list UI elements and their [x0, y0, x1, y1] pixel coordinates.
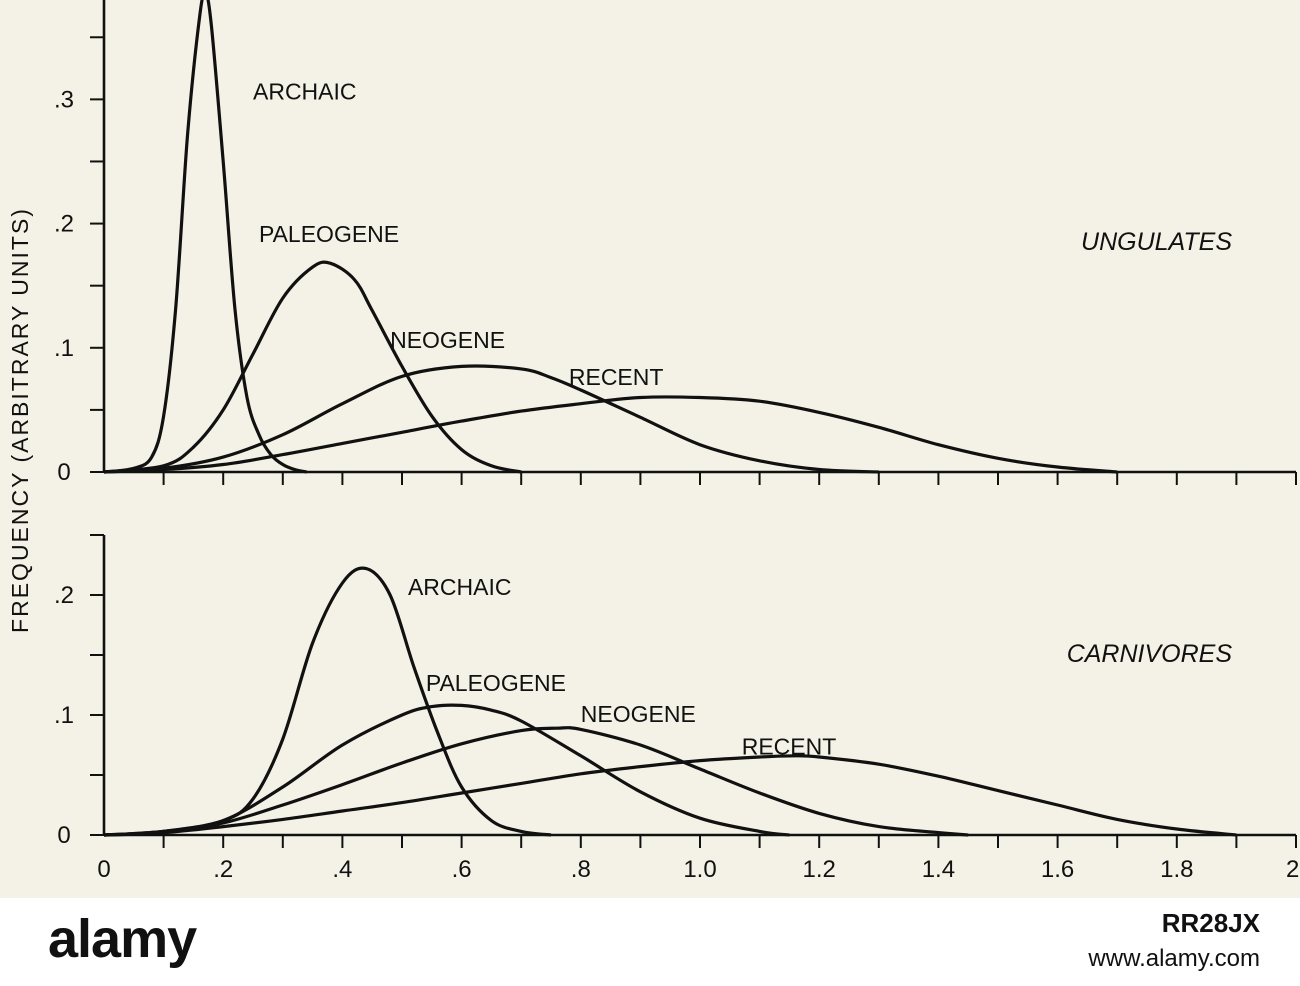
ungulates-curve-recent	[103, 395, 1118, 474]
ungulates-series-label-recent: RECENT	[569, 364, 664, 390]
x-tick-label: .4	[332, 856, 352, 883]
image-meta: RR28JX www.alamy.com	[1088, 908, 1260, 973]
ungulates-series-label-neogene: NEOGENE	[390, 327, 505, 353]
carnivores-series-label-archaic: ARCHAIC	[408, 574, 512, 600]
carnivores-series-label-paleogene: PALEOGENE	[426, 670, 566, 696]
carnivores-ytick-label: 0	[57, 822, 70, 849]
ungulates-series-label-paleogene: PALEOGENE	[259, 221, 399, 247]
ungulates-series-label-archaic: ARCHAIC	[253, 78, 357, 104]
chart-svg: FREQUENCY (ARBITRARY UNITS) 0 .1 .2 .3 ARCHAI…	[7, 0, 1300, 883]
image-id: RR28JX	[1161, 908, 1260, 938]
x-tick-label: 1.6	[1041, 856, 1074, 883]
carnivores-ytick-label: .1	[54, 702, 74, 729]
carnivores-series-label-recent: RECENT	[742, 734, 837, 760]
brand-logo: alamy	[48, 909, 197, 969]
x-tick-label: 2.	[1286, 856, 1300, 883]
carnivores-series-label-neogene: NEOGENE	[581, 701, 696, 727]
carnivores-curve-archaic	[103, 566, 552, 837]
x-tick-label: .6	[452, 856, 472, 883]
ungulates-ytick-label: 0	[57, 459, 70, 486]
carnivores-panel-title: CARNIVORES	[1067, 640, 1233, 668]
watermark-footer: alamy RR28JX www.alamy.com	[0, 898, 1300, 986]
carnivores-curve-paleogene	[103, 703, 790, 837]
x-tick-label: 1.4	[922, 856, 955, 883]
chart-figure: FREQUENCY (ARBITRARY UNITS) 0 .1 .2 .3 ARCHAI…	[0, 0, 1300, 898]
carnivores-curve-neogene	[103, 726, 969, 837]
x-tick-label: .2	[213, 856, 233, 883]
ungulates-panel-title: UNGULATES	[1081, 228, 1232, 256]
x-tick-label: .8	[571, 856, 591, 883]
carnivores-curve-recent	[103, 754, 1237, 837]
x-tick-label: 1.0	[683, 856, 716, 883]
ungulates-curve-archaic	[103, 0, 307, 474]
x-tick-label: 1.2	[803, 856, 836, 883]
ungulates-curve-paleogene	[103, 260, 522, 474]
x-tick-label: 1.8	[1160, 856, 1193, 883]
ungulates-ytick-label: .1	[54, 335, 74, 362]
ungulates-curve-neogene	[103, 364, 879, 474]
y-axis-title: FREQUENCY (ARBITRARY UNITS)	[7, 207, 33, 633]
site-url: www.alamy.com	[1088, 945, 1260, 972]
ungulates-ytick-label: .2	[54, 211, 74, 238]
carnivores-ytick-label: .2	[54, 582, 74, 609]
x-tick-label: 0	[97, 856, 110, 883]
ungulates-ytick-label: .3	[54, 86, 74, 113]
